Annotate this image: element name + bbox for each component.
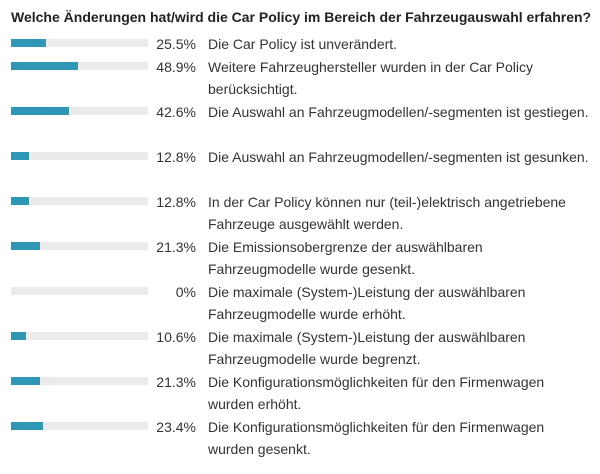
- bar-fill: [11, 62, 78, 70]
- bar-fill: [11, 422, 44, 430]
- bar-track: [11, 422, 148, 430]
- bar-fill: [11, 377, 41, 385]
- answer-label: Die Auswahl an Fahrzeugmodellen/-segment…: [208, 149, 589, 165]
- bar-track: [11, 377, 148, 385]
- bar-fill: [11, 107, 70, 115]
- percentage-label: 23.4%: [156, 419, 196, 435]
- answer-row: 25.5% Die Car Policy ist unverändert.: [0, 31, 600, 54]
- bar-track: [11, 242, 148, 250]
- bar-track: [11, 62, 148, 70]
- percentage-label: 42.6%: [156, 104, 196, 120]
- bar-fill: [11, 152, 29, 160]
- answer-row: 10.6% Die maximale (System-)Leistung der …: [0, 324, 600, 369]
- answer-label: Die Konfigurationsmöglichkeiten für den …: [208, 419, 545, 457]
- answer-list: 25.5% Die Car Policy ist unverändert. 48.9…: [0, 31, 600, 459]
- percentage-label: 10.6%: [156, 329, 196, 345]
- answer-row: 48.9% Weitere Fahrzeughersteller wurden i…: [0, 54, 600, 99]
- bar-fill: [11, 332, 26, 340]
- answer-row: 23.4% Die Konfigurationsmöglichkeiten für…: [0, 414, 600, 459]
- bar-fill: [11, 39, 46, 47]
- percentage-label: 12.8%: [156, 194, 196, 210]
- percentage-label: 12.8%: [156, 149, 196, 165]
- bar-track: [11, 152, 148, 160]
- answer-row: 21.3% Die Konfigurationsmöglichkeiten für…: [0, 369, 600, 414]
- bar-track: [11, 287, 148, 295]
- percentage-label: 0%: [175, 284, 196, 300]
- percentage-label: 48.9%: [156, 59, 196, 75]
- answer-row: 0% Die maximale (System-)Leistung der aus…: [0, 279, 600, 324]
- answer-label: Die maximale (System-)Leistung der auswä…: [208, 284, 526, 322]
- bar-fill: [11, 242, 41, 250]
- percentage-label: 21.3%: [156, 239, 196, 255]
- bar-track: [11, 39, 148, 47]
- answer-row: 12.8% In der Car Policy können nur (teil-…: [0, 189, 600, 234]
- chart-title: Welche Änderungen hat/wird die Car Polic…: [11, 9, 592, 25]
- answer-label: In der Car Policy können nur (teil-)elek…: [208, 194, 566, 232]
- bar-track: [11, 197, 148, 205]
- bar-fill: [11, 197, 29, 205]
- answer-label: Die Konfigurationsmöglichkeiten für den …: [208, 374, 545, 412]
- bar-track: [11, 332, 148, 340]
- answer-label: Die Car Policy ist unverändert.: [208, 36, 398, 52]
- bar-track: [11, 107, 148, 115]
- answer-label: Die Emissionsobergrenze der auswählbaren…: [208, 239, 483, 277]
- answer-label: Weitere Fahrzeughersteller wurden in der…: [208, 59, 533, 97]
- answer-row: 21.3% Die Emissionsobergrenze der auswähl…: [0, 234, 600, 279]
- answer-row: 42.6% Die Auswahl an Fahrzeugmodellen/-se…: [0, 99, 600, 144]
- answer-label: Die Auswahl an Fahrzeugmodellen/-segment…: [208, 104, 589, 120]
- answer-row: 12.8% Die Auswahl an Fahrzeugmodellen/-se…: [0, 144, 600, 189]
- answer-label: Die maximale (System-)Leistung der auswä…: [208, 329, 526, 367]
- percentage-label: 25.5%: [156, 36, 196, 52]
- percentage-label: 21.3%: [156, 374, 196, 390]
